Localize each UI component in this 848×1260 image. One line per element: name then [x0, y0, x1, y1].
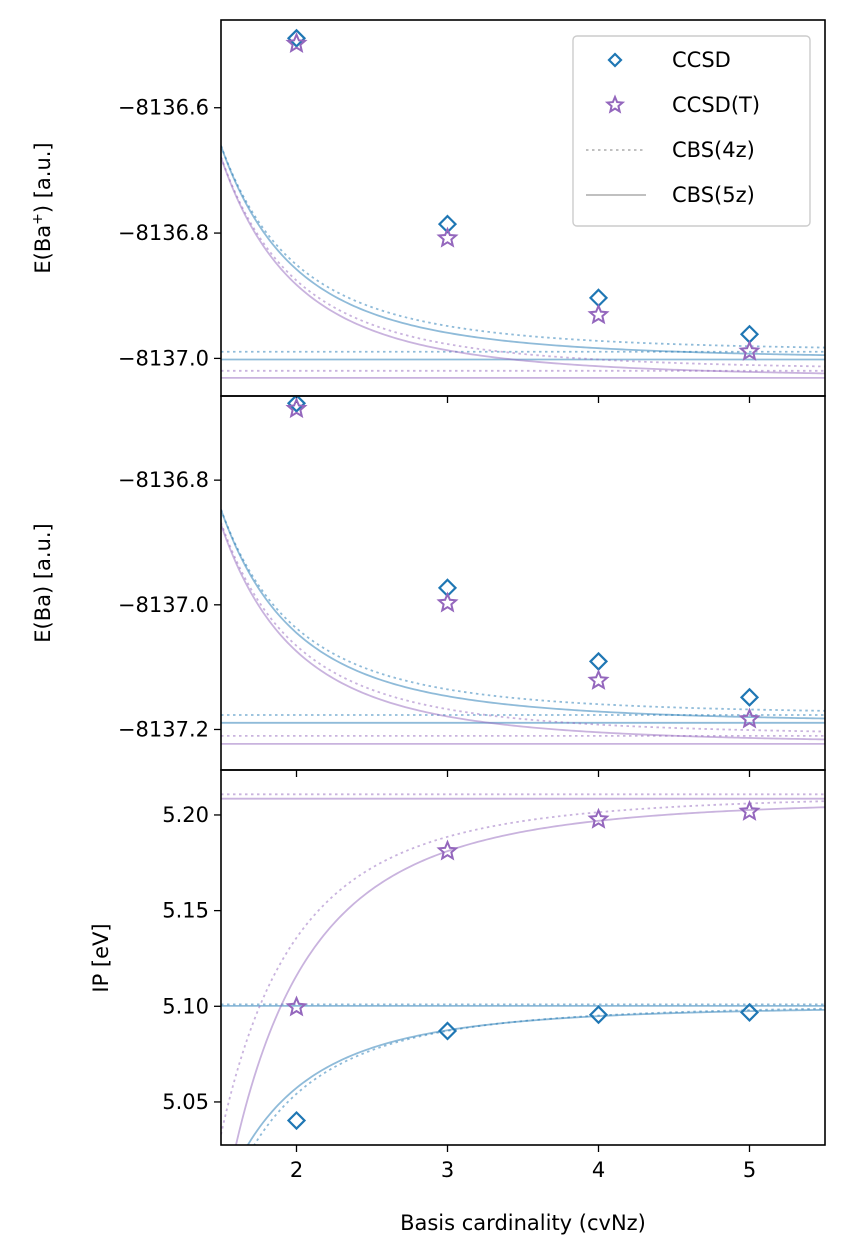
ip-ccsd-cbs5-fit-curve — [246, 1008, 825, 1145]
ip-ccsdt-point — [738, 799, 761, 821]
panel-ip: 5.05 5.10 5.15 5.20 IP [eV] — [89, 769, 826, 1152]
panel-ip-ytick-label: 5.10 — [162, 994, 209, 1018]
panel-ba-plus-plot — [221, 28, 825, 379]
ip-ccsd-cbs4-fit-curve — [253, 1007, 825, 1145]
panel-ip-ylabel: IP [eV] — [89, 923, 113, 992]
ba-plus-ccsdt-point — [587, 303, 610, 325]
panel-ip-ytick-label: 5.05 — [162, 1090, 209, 1114]
ba-ccsdt-cbs5-fit-curve — [221, 524, 825, 741]
legend-frame — [572, 35, 811, 227]
legend-star-marker — [604, 94, 626, 114]
x-axis-label: Basis cardinality (cvNz) — [400, 1211, 646, 1235]
panel-ip-frame — [220, 769, 826, 1146]
ylabel-main: E(Ba — [31, 225, 55, 274]
ba-ccsdt-point — [738, 707, 761, 729]
panel-ba-plus-yticks: −8136.6 −8136.8 −8137.0 — [118, 96, 751, 403]
ba-ccsd-cbs4-fit-curve — [221, 509, 825, 712]
panel-ba-plus-ytick-label: −8136.8 — [118, 221, 209, 245]
legend-entry-cbs4: CBS(4z) — [586, 138, 755, 162]
ba-plus-ccsdt-point — [285, 32, 308, 54]
legend-label: CCSD(T) — [672, 93, 760, 117]
panel-ba-yticks: −8136.8 −8137.0 −8137.2 — [118, 468, 751, 777]
panel-ba-plus: −8136.6 −8136.8 −8137.0 E(Ba+) [a.u.] — [30, 19, 826, 403]
x-tick-label: 2 — [290, 1158, 303, 1182]
ba-ccsdt-point — [436, 591, 459, 613]
ip-ccsdt-point — [587, 807, 610, 829]
legend-entry-ccsdt: CCSD(T) — [604, 93, 760, 117]
panel-ba: −8136.8 −8137.0 −8137.2 E(Ba) [a.u.] — [31, 395, 826, 777]
ip-ccsd-point — [588, 1005, 609, 1025]
ba-ccsdt-cbs4-fit-curve — [221, 522, 825, 733]
panel-ip-yticks: 5.05 5.10 5.15 5.20 — [162, 803, 751, 1152]
panel-ip-ytick-label: 5.20 — [162, 803, 209, 827]
panel-ba-ylabel: E(Ba) [a.u.] — [31, 523, 55, 643]
ba-ccsd-point — [739, 687, 760, 707]
panel-ba-plus-ylabel: E(Ba+) [a.u.] — [30, 142, 55, 273]
x-tick-label: 3 — [441, 1158, 454, 1182]
ba-plus-ccsdt-point — [436, 226, 459, 248]
ba-plus-ccsd-point — [437, 214, 458, 234]
ba-plus-ccsd-point — [286, 28, 307, 48]
ip-ccsdt-point — [285, 995, 308, 1017]
ip-ccsd-point — [437, 1021, 458, 1041]
ylabel-superscript: + — [30, 213, 46, 225]
legend-entry-ccsd: CCSD — [607, 48, 731, 72]
panel-ba-plus-ytick-label: −8136.6 — [118, 96, 209, 120]
legend: CCSD CCSD(T) CBS(4z) CBS(5z) — [572, 35, 811, 227]
ip-ccsdt-cbs5-fit-curve — [235, 806, 825, 1145]
ip-ccsdt-point — [436, 839, 459, 861]
legend-label: CCSD — [672, 48, 731, 72]
panel-ip-ytick-label: 5.15 — [162, 899, 209, 923]
legend-label: CBS(4z) — [672, 138, 755, 162]
ba-ccsd-point — [588, 651, 609, 671]
ba-plus-ccsdt-cbs5-fit-curve — [221, 157, 825, 375]
panel-ba-ytick-label: −8137.2 — [118, 717, 209, 741]
legend-entries: CCSD CCSD(T) CBS(4z) CBS(5z) — [586, 48, 760, 207]
ba-plus-ccsdt-cbs4-fit-curve — [221, 156, 825, 368]
ba-ccsdt-point — [285, 397, 308, 419]
panel-ba-plot — [221, 396, 825, 745]
panel-ba-ytick-label: −8137.0 — [118, 593, 209, 617]
ip-ccsd-point — [739, 1002, 760, 1022]
ba-ccsdt-point — [587, 668, 610, 690]
panel-ba-ytick-label: −8136.8 — [118, 468, 209, 492]
x-tick-label: 4 — [592, 1158, 605, 1182]
legend-label: CBS(5z) — [672, 183, 755, 207]
x-tick-label: 5 — [743, 1158, 756, 1182]
ba-plus-ccsdt-point — [738, 339, 761, 361]
ba-ccsd-cbs5-fit-curve — [221, 509, 825, 720]
legend-diamond-marker — [607, 52, 623, 68]
panel-ip-plot — [221, 793, 825, 1145]
ip-ccsd-point — [286, 1110, 307, 1131]
ip-ccsdt-cbs4-fit-curve — [221, 800, 825, 1135]
ba-ccsd-point — [286, 396, 307, 413]
ba-plus-ccsd-cbs5-fit-curve — [221, 145, 825, 357]
x-axis: 2 3 4 5 — [290, 1158, 756, 1182]
panel-ba-frame — [220, 395, 826, 771]
ylabel-tail: ) [a.u.] — [31, 142, 55, 213]
legend-entry-cbs5: CBS(5z) — [586, 183, 755, 207]
panel-ba-plus-ytick-label: −8137.0 — [118, 346, 209, 370]
